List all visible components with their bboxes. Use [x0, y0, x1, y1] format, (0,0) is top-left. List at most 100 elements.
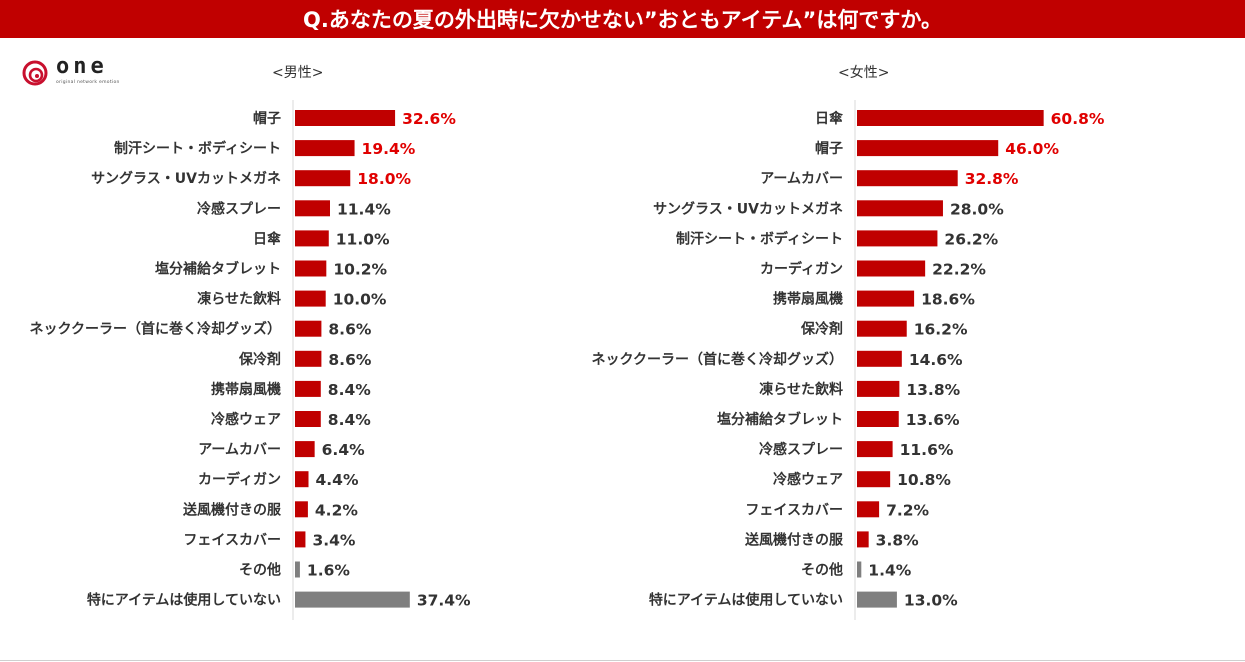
value-label: 14.6%: [909, 351, 963, 369]
category-label: サングラス・UVカットメガネ: [653, 200, 843, 217]
bar: [295, 260, 327, 277]
value-label: 18.0%: [357, 170, 411, 188]
bar: [857, 531, 869, 548]
category-label: 制汗シート・ボディシート: [676, 230, 843, 247]
value-label: 11.6%: [900, 441, 954, 459]
category-label: 携帯扇風機: [773, 291, 843, 308]
bar: [295, 350, 322, 367]
category-label: ネッククーラー（首に巻く冷却グッズ）: [592, 351, 843, 368]
category-label: ネッククーラー（首に巻く冷却グッズ）: [30, 321, 281, 338]
value-label: 11.4%: [337, 200, 391, 218]
bar: [295, 320, 322, 337]
bar: [295, 140, 355, 157]
bar: [857, 411, 899, 427]
bar: [857, 320, 907, 337]
category-label: 塩分補給タブレット: [717, 411, 843, 428]
female-bar-chart: 日傘 60.8% 帽子 46.0% アームカバー 32.8% サングラス・UVカットメガネ 2…: [592, 100, 1105, 620]
category-label: 冷感スプレー: [197, 200, 281, 217]
category-label: フェイスカバー: [183, 532, 281, 548]
category-label: カーディガン: [760, 261, 843, 278]
bar: [295, 110, 396, 126]
bar: [857, 561, 862, 578]
value-label: 16.2%: [914, 321, 968, 339]
male-panel-heading: <男性>: [272, 65, 324, 81]
value-label: 60.8%: [1051, 110, 1105, 128]
bar: [295, 531, 306, 548]
bar: [295, 591, 410, 608]
category-label: 送風機付きの服: [182, 501, 282, 518]
value-label: 8.6%: [328, 351, 371, 369]
value-label: 8.4%: [328, 411, 371, 429]
category-label: 保冷剤: [238, 351, 281, 368]
value-label: 22.2%: [932, 261, 986, 279]
bar: [295, 501, 308, 518]
category-label: その他: [239, 562, 281, 579]
category-label: 特にアイテムは使用していない: [649, 592, 843, 609]
category-label: アームカバー: [760, 171, 843, 187]
logo-text: one: [56, 54, 108, 79]
value-label: 10.0%: [333, 291, 387, 309]
category-label: 冷感ウェア: [211, 411, 281, 428]
bar: [857, 501, 880, 518]
value-label: 6.4%: [322, 441, 365, 459]
category-label: サングラス・UVカットメガネ: [91, 170, 281, 187]
category-label: 日傘: [815, 110, 844, 127]
logo-ring-inner: [28, 67, 44, 83]
value-label: 8.6%: [328, 321, 371, 339]
category-label: 冷感ウェア: [773, 471, 843, 488]
male-bar-chart: 帽子 32.6% 制汗シート・ボディシート 19.4% サングラス・UVカットメガネ 18…: [30, 100, 471, 620]
value-label: 4.2%: [315, 501, 358, 519]
value-label: 10.2%: [333, 261, 387, 279]
category-label: 保冷剤: [800, 321, 843, 338]
bar: [857, 471, 891, 488]
logo-dot: [35, 74, 39, 78]
bar: [857, 140, 999, 157]
bar: [295, 230, 329, 247]
value-label: 32.8%: [965, 170, 1019, 188]
value-label: 18.6%: [921, 291, 975, 309]
value-label: 7.2%: [886, 501, 929, 519]
page-title: Q.あなたの夏の外出時に欠かせない”おともアイテム”は何ですか。: [303, 8, 942, 32]
value-label: 46.0%: [1005, 140, 1059, 158]
bar: [295, 290, 326, 307]
value-label: 10.8%: [897, 471, 951, 489]
value-label: 26.2%: [944, 230, 998, 248]
category-label: 日傘: [253, 230, 282, 247]
value-label: 32.6%: [402, 110, 456, 128]
category-label: フェイスカバー: [745, 502, 843, 518]
value-label: 1.6%: [307, 562, 350, 580]
bar: [295, 441, 315, 458]
category-label: 凍らせた飲料: [197, 291, 281, 308]
bar: [295, 200, 330, 217]
female-panel-heading: <女性>: [838, 65, 890, 81]
value-label: 13.6%: [906, 411, 960, 429]
value-label: 1.4%: [868, 562, 911, 580]
value-label: 37.4%: [417, 592, 471, 610]
value-label: 3.4%: [312, 531, 355, 549]
category-label: 冷感スプレー: [759, 441, 843, 458]
logo-ring-outer: [22, 60, 48, 86]
title-bar: Q.あなたの夏の外出時に欠かせない”おともアイテム”は何ですか。: [0, 0, 1245, 38]
category-label: 送風機付きの服: [744, 531, 844, 548]
value-label: 3.8%: [876, 531, 919, 549]
category-label: 凍らせた飲料: [759, 381, 843, 398]
category-label: アームカバー: [198, 442, 281, 458]
bar: [295, 561, 300, 578]
bar: [857, 260, 926, 277]
bar: [295, 170, 351, 187]
bar: [857, 170, 958, 187]
bar: [857, 380, 900, 397]
bar: [857, 230, 938, 247]
category-label: 携帯扇風機: [211, 381, 281, 398]
bar: [857, 441, 893, 458]
value-label: 13.8%: [906, 381, 960, 399]
one-logo-icon: [22, 60, 48, 86]
bar: [295, 471, 309, 488]
bar: [857, 350, 902, 367]
category-label: カーディガン: [198, 471, 281, 488]
category-label: 特にアイテムは使用していない: [87, 592, 281, 609]
category-label: 塩分補給タブレット: [155, 261, 281, 278]
value-label: 4.4%: [316, 471, 359, 489]
category-label: 帽子: [815, 140, 843, 157]
logo-subtext: original network emotion: [56, 80, 120, 85]
